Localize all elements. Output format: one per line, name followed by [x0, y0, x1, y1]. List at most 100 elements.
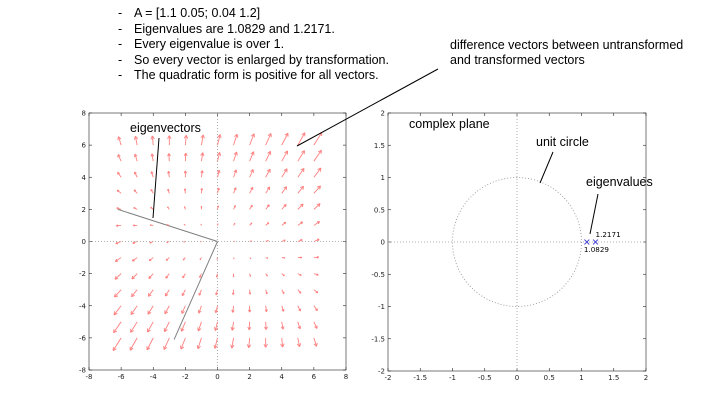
arrow-shaft — [249, 187, 254, 194]
difference-vector-arrow — [233, 257, 235, 260]
difference-vector-arrow — [297, 289, 302, 294]
arrow-head — [213, 344, 216, 349]
arrow-shaft — [167, 171, 170, 178]
difference-vector-arrow — [116, 224, 122, 228]
difference-vector-arrow — [113, 305, 122, 316]
arrow-shaft — [231, 321, 235, 331]
arrow-head — [249, 309, 252, 313]
difference-vector-arrow — [131, 273, 138, 280]
difference-vector-arrow — [233, 151, 238, 162]
difference-vector-arrow — [150, 171, 154, 178]
arrow-head — [301, 132, 306, 136]
difference-vector-arrow — [200, 205, 203, 210]
arrow-shaft — [297, 168, 305, 178]
arrow-head — [113, 313, 118, 316]
arrow-shaft — [132, 257, 138, 262]
pointer-lines — [152, 68, 599, 235]
arrow-head — [183, 134, 187, 139]
difference-vector-arrow — [163, 337, 170, 350]
arrow-shaft — [113, 321, 122, 334]
arrow-head — [299, 343, 302, 347]
arrow-shaft — [281, 204, 287, 210]
arrow-shaft — [134, 136, 138, 146]
arrow-shaft — [248, 337, 251, 348]
difference-vector-arrow — [265, 289, 268, 295]
quiver-x-tick-label: 6 — [312, 373, 317, 381]
difference-vectors-callout: difference vectors between untransformed… — [450, 38, 683, 68]
difference-vector-arrow — [183, 206, 186, 210]
arrow-shaft — [297, 132, 306, 146]
quiver-x-tick-label: -2 — [182, 373, 189, 381]
arrow-shaft — [313, 167, 322, 178]
eigenvector-line — [173, 241, 218, 340]
arrow-shaft — [200, 134, 204, 146]
quiver-x-tick-label: -6 — [118, 373, 126, 381]
complex-x-tick-label: -2 — [385, 374, 392, 382]
arrow-head — [202, 152, 205, 157]
difference-vector-arrow — [230, 321, 235, 331]
difference-vector-arrow — [133, 207, 138, 210]
arrow-head — [180, 346, 185, 350]
difference-vector-arrow — [281, 150, 288, 162]
arrow-head — [266, 204, 270, 207]
difference-vector-arrow — [265, 186, 271, 194]
arrow-shaft — [112, 337, 122, 351]
bullet-list: A = [1.1 0.05; 0.04 1.2] Eigenvalues are… — [118, 6, 389, 84]
arrow-head — [148, 277, 152, 279]
difference-vector-arrow — [249, 186, 254, 194]
arrow-shaft — [131, 273, 138, 280]
difference-vector-arrow — [247, 321, 252, 331]
arrow-shaft — [281, 132, 289, 146]
difference-vector-arrow — [249, 273, 252, 277]
arrow-head — [283, 274, 285, 276]
difference-vector-arrow — [114, 273, 122, 280]
quiver-y-tick-label: 0 — [82, 238, 86, 246]
difference-vector-arrow — [313, 149, 322, 162]
difference-vector-arrow — [183, 241, 186, 243]
difference-vector-arrow — [297, 185, 304, 194]
difference-vector-arrow — [265, 204, 270, 210]
unit-circle-pointer-line — [539, 151, 554, 184]
arrow-shaft — [265, 204, 270, 210]
difference-callout-line1: difference vectors between untransformed — [450, 38, 684, 52]
difference-vector-arrow — [281, 239, 286, 242]
arrow-shaft — [232, 305, 235, 313]
difference-vector-arrow — [313, 221, 321, 226]
difference-vector-arrow — [249, 222, 253, 226]
arrow-head — [114, 275, 117, 280]
arrow-shaft — [113, 305, 122, 316]
arrow-shaft — [163, 337, 170, 350]
arrow-shaft — [198, 305, 202, 314]
difference-vector-arrow — [281, 256, 286, 259]
complex-y-tick-label: 0.5 — [374, 206, 385, 214]
arrow-shaft — [233, 169, 237, 178]
arrow-shaft — [114, 273, 122, 280]
difference-vector-arrow — [264, 321, 268, 330]
arrow-head — [248, 326, 252, 331]
arrow-head — [216, 275, 218, 278]
difference-vector-arrow — [233, 169, 238, 178]
difference-vector-arrow — [281, 204, 287, 210]
difference-vector-arrow — [183, 188, 187, 194]
difference-vector-arrow — [263, 337, 268, 348]
arrow-head — [185, 135, 189, 139]
arrow-head — [198, 293, 202, 296]
arrow-head — [112, 348, 117, 351]
arrow-head — [147, 312, 152, 315]
difference-vector-arrow — [248, 289, 252, 295]
quiver-x-tick-label: 0 — [215, 373, 219, 381]
arrow-shaft — [134, 171, 138, 178]
difference-vector-arrow — [281, 273, 285, 277]
arrow-shaft — [297, 150, 305, 162]
arrow-shaft — [198, 289, 202, 296]
complex-y-tick-label: 0 — [381, 239, 385, 247]
arrow-head — [116, 207, 119, 210]
difference-vector-arrow — [149, 224, 154, 227]
complex-x-tick-label: -1.5 — [413, 374, 427, 382]
complex-y-tick-label: -0.5 — [371, 271, 385, 279]
difference-vector-arrow — [150, 135, 155, 146]
complex-y-tick-label: 1 — [381, 174, 385, 182]
arrow-head — [249, 292, 252, 295]
quiver-x-tick-label: -4 — [150, 373, 158, 381]
